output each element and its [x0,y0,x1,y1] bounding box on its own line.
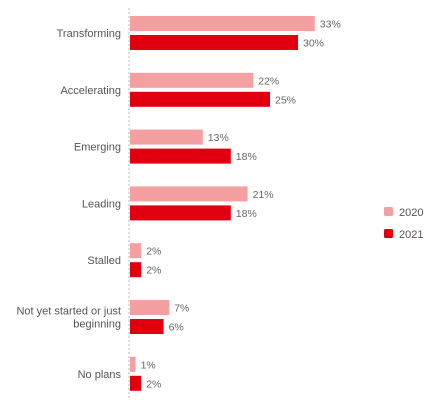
value-label: 7% [174,303,189,315]
bar-2020 [130,72,254,88]
category-label-line: Not yet started or just [16,306,121,318]
labels-layer: Transforming 33% 30% Accelerating 22% 25% Emer… [16,19,340,391]
legend-label: 2021 [399,229,423,241]
category-label: Emerging [74,142,121,154]
value-label: 25% [275,94,296,106]
bar-2020 [130,186,248,202]
legend: 2020 2021 [384,207,423,241]
value-label: 1% [141,359,156,371]
value-label: 22% [258,75,279,87]
bar-2021 [130,91,270,107]
category-label: Not yet started or just beginning [16,306,121,331]
bar-2021 [130,319,164,334]
category-label: Stalled [87,255,121,267]
value-label: 2% [146,265,161,277]
value-label: 30% [303,38,324,50]
legend-label: 2020 [399,207,423,219]
bar-2020 [130,16,315,31]
value-label: 2% [146,378,161,390]
value-label: 6% [169,322,184,334]
category-label: No plans [78,369,122,381]
category-label-line: Leading [82,198,121,210]
bar-2021 [130,205,231,221]
category-label-line: beginning [73,319,121,331]
bar-2020 [130,300,170,315]
value-label: 21% [253,189,274,201]
value-label: 2% [146,246,161,258]
category-label-line: Emerging [74,142,121,154]
bar-2021 [130,35,298,50]
category-label: Leading [82,198,121,210]
bar-2020 [130,129,203,145]
bar-2020 [130,243,142,259]
category-label-line: Transforming [57,28,121,40]
bar-2021 [130,148,231,164]
value-label: 13% [208,132,229,144]
bar-2020 [130,356,136,372]
value-label: 18% [236,151,257,163]
legend-swatch-2021 [384,229,393,238]
bar-2021 [130,262,142,278]
bar-2021 [130,375,142,391]
legend-swatch-2020 [384,207,393,216]
category-label-line: No plans [78,369,122,381]
bars-layer [130,16,315,391]
value-label: 33% [320,19,341,31]
value-label: 18% [236,208,257,220]
category-label: Accelerating [60,85,121,97]
category-label-line: Stalled [87,255,121,267]
category-label-line: Accelerating [60,85,121,97]
category-label: Transforming [57,28,121,40]
